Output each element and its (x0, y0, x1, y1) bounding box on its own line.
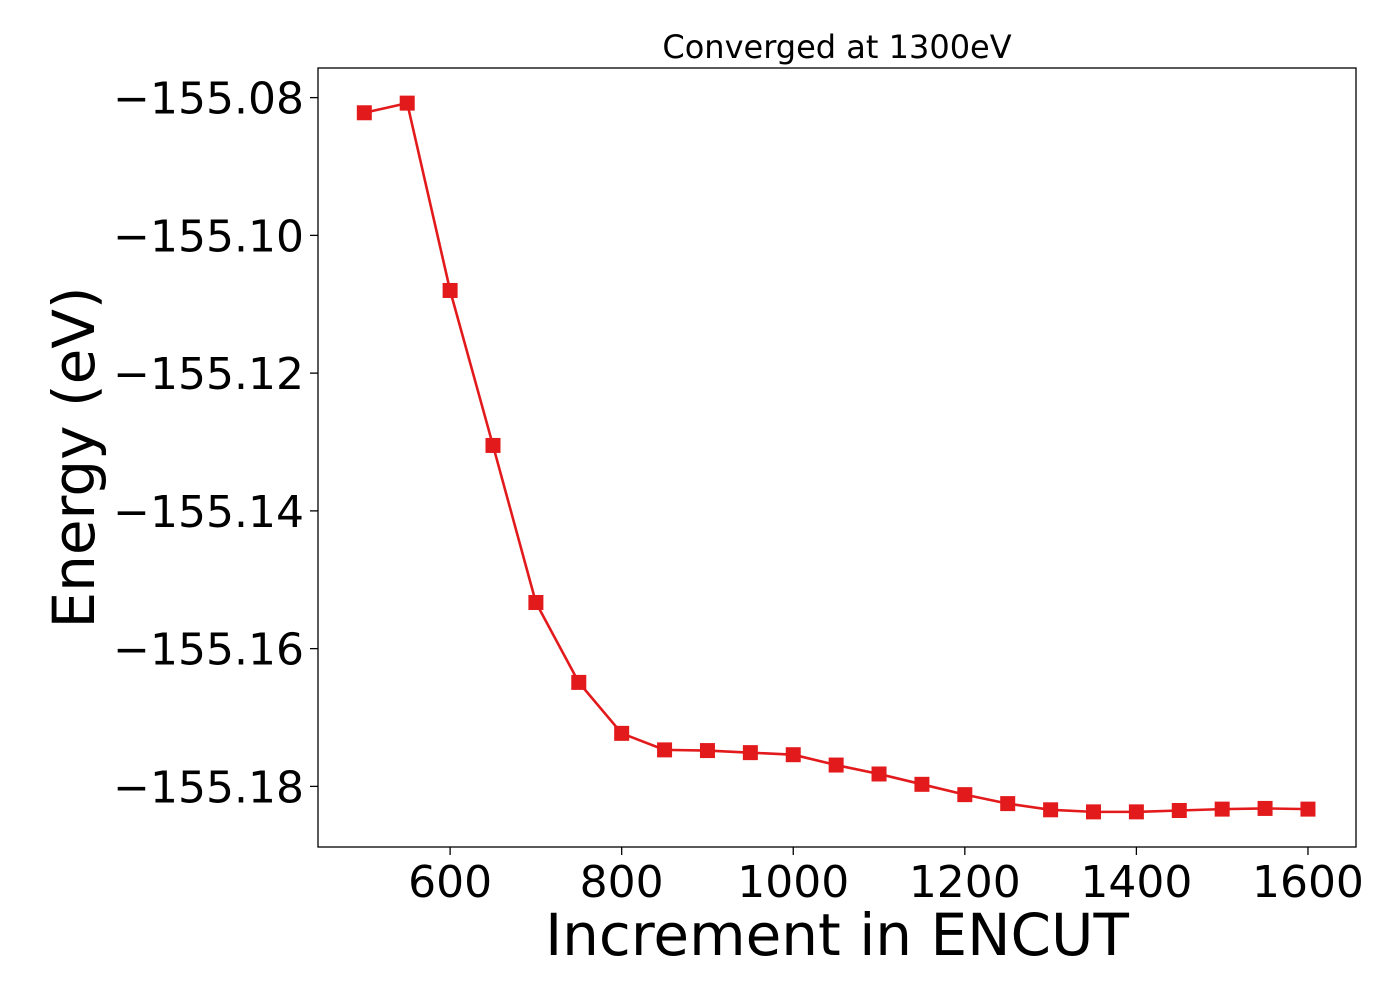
y-tick-label: −155.12 (113, 349, 304, 400)
data-point-marker (356, 105, 372, 121)
data-point-marker (742, 745, 758, 761)
data-point-marker (571, 674, 587, 690)
data-point-marker (1171, 802, 1187, 818)
y-tick-label: −155.10 (113, 211, 304, 262)
plot-frame (317, 67, 1357, 848)
y-axis: −155.08 −155.10 −155.12 −155.14 −155.16 −155.… (113, 74, 318, 813)
x-tick-label: 1000 (737, 857, 849, 908)
series-layer (356, 95, 1316, 820)
data-point-marker (828, 757, 844, 773)
data-point-marker (957, 787, 973, 803)
data-point-marker (699, 743, 715, 759)
data-point-marker (785, 747, 801, 763)
data-point-marker (657, 742, 673, 758)
chart-title: Converged at 1300eV (662, 28, 1011, 66)
data-point-marker (399, 95, 415, 111)
data-point-marker (1214, 801, 1230, 817)
data-point-marker (528, 594, 544, 610)
y-axis-title: Energy (eV) (40, 286, 108, 628)
y-tick-label: −155.08 (113, 74, 304, 125)
data-point-marker (614, 725, 630, 741)
data-point-marker (1000, 796, 1016, 812)
x-tick-label: 600 (408, 857, 492, 908)
series-line (364, 101, 1308, 814)
y-tick-label: −155.14 (113, 487, 304, 538)
data-point-marker (1085, 804, 1101, 820)
x-tick-label: 1600 (1252, 857, 1364, 908)
data-point-marker (1043, 802, 1059, 818)
x-tick-label: 1400 (1080, 857, 1192, 908)
data-point-marker (914, 776, 930, 792)
data-point-marker (871, 766, 887, 782)
y-tick-label: −155.16 (113, 625, 304, 676)
data-point-marker (1257, 800, 1273, 816)
x-tick-label: 1200 (909, 857, 1021, 908)
y-tick-label: −155.18 (113, 762, 304, 813)
data-point-marker (485, 437, 501, 453)
x-axis: 600 800 1000 1200 1400 1600 (408, 847, 1364, 908)
x-axis-title: Increment in ENCUT (545, 901, 1129, 969)
x-tick-label: 800 (580, 857, 664, 908)
data-point-marker (1128, 804, 1144, 820)
data-point-marker (442, 282, 458, 298)
data-point-marker (1300, 801, 1316, 817)
